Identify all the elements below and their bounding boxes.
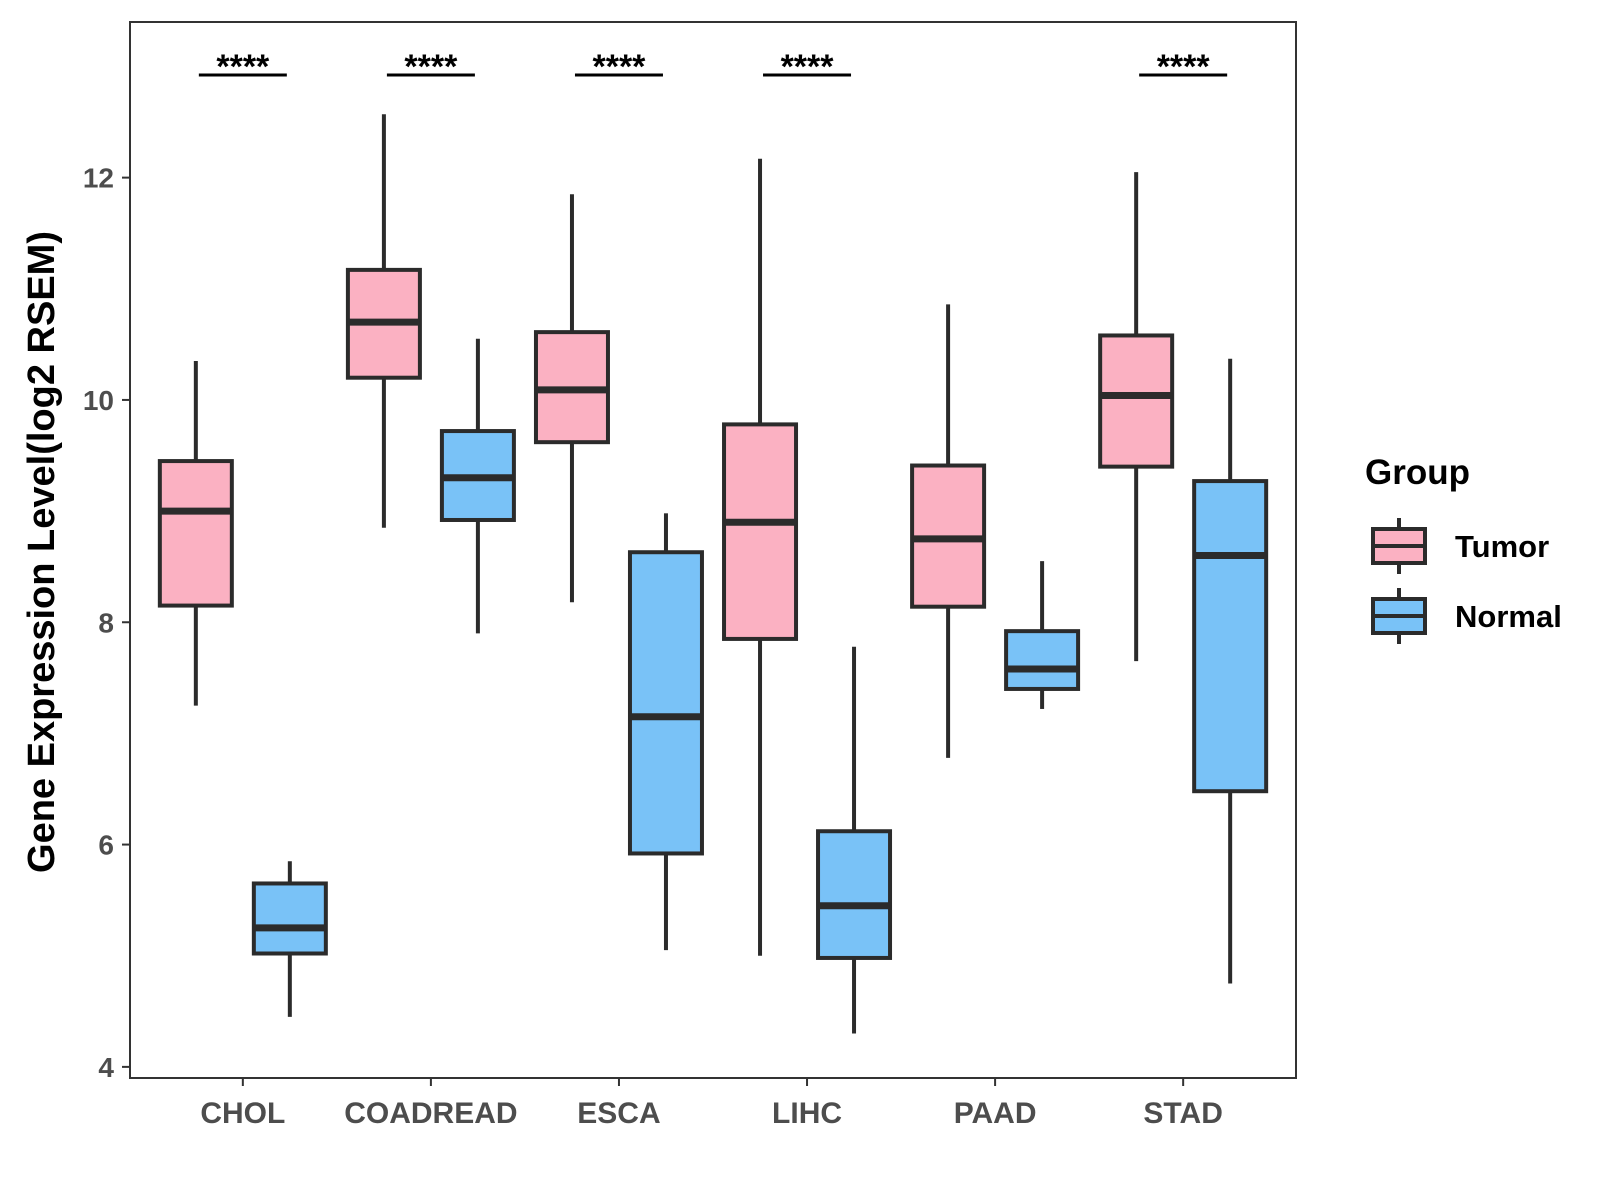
box-tumor-chol xyxy=(157,361,234,706)
sig-label-lihc: **** xyxy=(781,48,835,86)
box-normal-coadread xyxy=(439,338,516,634)
y-tick-label-4: 4 xyxy=(98,1052,114,1083)
legend: Group Tumor Normal xyxy=(1365,453,1562,644)
box-tumor-stad xyxy=(1098,172,1175,662)
legend-title: Group xyxy=(1365,453,1470,492)
box-tumor-lihc xyxy=(722,158,799,956)
box-iqr xyxy=(1098,333,1175,469)
legend-label-normal: Normal xyxy=(1455,599,1562,634)
legend-label-tumor: Tumor xyxy=(1455,529,1549,564)
y-axis-title: Gene Expression Level(log2 RSEM) xyxy=(21,231,63,873)
box-iqr xyxy=(1192,479,1269,794)
y-tick-label-8: 8 xyxy=(98,607,114,638)
sig-label-chol: **** xyxy=(216,48,270,86)
box-tumor-esca xyxy=(533,194,610,603)
x-tick-label-stad: STAD xyxy=(1143,1097,1222,1130)
sig-label-coadread: **** xyxy=(404,48,458,86)
y-tick-label-10: 10 xyxy=(83,385,114,416)
y-tick-label-12: 12 xyxy=(83,163,114,194)
x-tick-label-chol: CHOL xyxy=(200,1097,285,1130)
box-tumor-coadread xyxy=(345,114,422,528)
box-iqr xyxy=(722,422,799,641)
sig-label-stad: **** xyxy=(1157,48,1211,86)
box-normal-paad xyxy=(1004,561,1081,709)
significance-layer: **** **** **** **** **** xyxy=(198,48,1228,86)
box-normal-chol xyxy=(251,861,328,1017)
box-iqr xyxy=(627,550,704,856)
y-axis: 4 6 8 10 12 xyxy=(83,163,130,1083)
legend-key-tumor xyxy=(1371,518,1427,574)
box-iqr xyxy=(157,459,234,608)
x-tick-label-coadread: COADREAD xyxy=(344,1097,517,1130)
box-iqr xyxy=(816,829,893,960)
box-tumor-paad xyxy=(910,304,987,758)
box-normal-lihc xyxy=(816,646,893,1034)
x-axis: CHOL COADREAD ESCA LIHC PAAD STAD xyxy=(200,1078,1223,1130)
box-normal-stad xyxy=(1192,358,1269,984)
x-tick-label-paad: PAAD xyxy=(954,1097,1037,1130)
x-tick-label-esca: ESCA xyxy=(577,1097,660,1130)
x-tick-label-lihc: LIHC xyxy=(772,1097,842,1130)
sig-label-esca: **** xyxy=(592,48,646,86)
box-iqr xyxy=(1004,629,1081,691)
box-normal-esca xyxy=(627,513,704,951)
boxes-layer xyxy=(157,114,1269,1034)
y-tick-label-6: 6 xyxy=(98,830,114,861)
legend-key-normal xyxy=(1371,588,1427,644)
box-iqr xyxy=(251,881,328,956)
